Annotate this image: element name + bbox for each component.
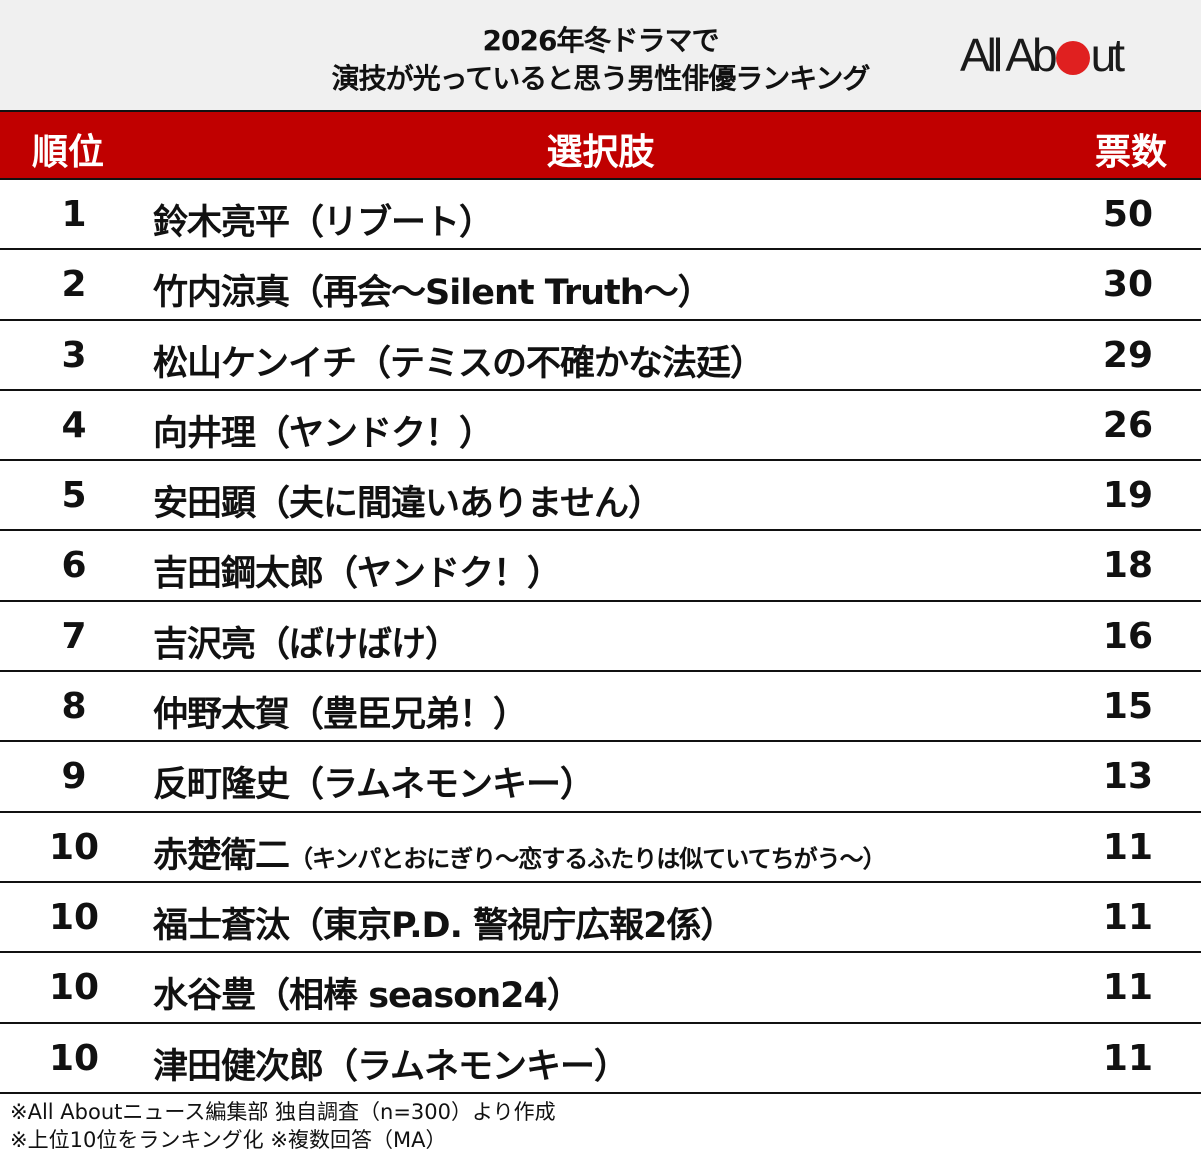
show-title: （豊臣兄弟！） [289, 695, 528, 736]
votes-cell: 18 [1102, 545, 1153, 587]
actor-name: 向井理 [153, 413, 256, 454]
choice-cell: 鈴木亮平（リブート） [153, 194, 494, 245]
title-line-2: 演技が光っていると思う男性俳優ランキング [331, 62, 871, 95]
votes-cell: 11 [1102, 826, 1153, 868]
table-body: 1 鈴木亮平（リブート） 50 2 竹内涼真（再会〜Silent Truth〜） 30 … [0, 180, 1201, 1094]
rank-cell: 10 [48, 826, 100, 868]
show-title: （ラムネモンキー） [323, 1046, 629, 1087]
table-header: 選択肢 順位 票数 [0, 110, 1201, 180]
actor-name: 松山ケンイチ [153, 343, 357, 384]
votes-cell: 11 [1102, 967, 1153, 1009]
allabout-logo: All Ab ut [960, 29, 1125, 81]
show-title: （ラムネモンキー） [289, 765, 595, 806]
column-header-rank: 順位 [32, 132, 105, 173]
rank-cell: 1 [61, 194, 87, 235]
table-row: 1 鈴木亮平（リブート） 50 [0, 180, 1201, 251]
table-row: 5 安田顕（夫に間違いありません） 19 [0, 461, 1201, 532]
rank-cell: 8 [61, 686, 87, 728]
votes-cell: 16 [1102, 615, 1153, 657]
table-row: 10 福士蒼汰（東京P.D. 警視庁広報2係） 11 [0, 883, 1201, 954]
show-title: （キンパとおにぎり〜恋するふたりは似ていてちがう〜） [289, 844, 887, 873]
footnotes: ※All Aboutニュース編集部 独自調査（n=300）より作成 ※上位10位… [10, 1098, 556, 1154]
choice-cell: 仲野太賀（豊臣兄弟！） [153, 686, 528, 737]
actor-name: 反町隆史 [153, 765, 290, 806]
votes-cell: 26 [1102, 404, 1153, 446]
votes-cell: 50 [1102, 194, 1153, 235]
votes-cell: 11 [1102, 1037, 1153, 1079]
rank-cell: 6 [61, 545, 87, 587]
choice-cell: 吉田鋼太郎（ヤンドク！） [153, 545, 562, 596]
actor-name: 福士蒼汰 [153, 905, 290, 946]
rank-cell: 7 [61, 615, 87, 657]
actor-name: 竹内涼真 [153, 273, 290, 314]
choice-cell: 水谷豊（相棒 season24） [153, 967, 582, 1018]
choice-cell: 吉沢亮（ばけばけ） [153, 616, 460, 667]
rank-cell: 4 [61, 404, 87, 446]
footnote-source: ※All Aboutニュース編集部 独自調査（n=300）より作成 [10, 1100, 556, 1124]
actor-name: 鈴木亮平 [153, 203, 290, 243]
choice-cell: 福士蒼汰（東京P.D. 警視庁広報2係） [153, 897, 735, 948]
votes-cell: 15 [1102, 686, 1153, 728]
choice-cell: 反町隆史（ラムネモンキー） [153, 756, 595, 807]
show-title: （夫に間違いありません） [255, 484, 663, 525]
votes-cell: 11 [1102, 896, 1153, 938]
actor-name: 吉田鋼太郎 [153, 554, 324, 595]
choice-cell: 向井理（ヤンドク！） [153, 405, 494, 456]
votes-cell: 29 [1102, 334, 1153, 376]
actor-name: 赤楚衛二 [153, 835, 290, 876]
choice-cell: 安田顕（夫に間違いありません） [153, 475, 663, 526]
rank-cell: 9 [61, 756, 87, 798]
column-header-votes: 票数 [1094, 132, 1167, 173]
table-row: 10 赤楚衛二（キンパとおにぎり〜恋するふたりは似ていてちがう〜） 11 [0, 813, 1201, 883]
footnote-method: ※上位10位をランキング化 ※複数回答（MA） [10, 1128, 447, 1152]
rank-cell: 3 [61, 334, 87, 376]
choice-cell: 竹内涼真（再会〜Silent Truth〜） [153, 264, 713, 315]
title-line-1: 2026年冬ドラマで [482, 24, 720, 57]
logo-red-dot-icon [1055, 41, 1090, 75]
rank-cell: 10 [48, 896, 100, 938]
votes-cell: 13 [1102, 756, 1153, 798]
rank-cell: 10 [48, 1037, 100, 1079]
actor-name: 安田顕 [153, 484, 256, 525]
table-row: 9 反町隆史（ラムネモンキー） 13 [0, 742, 1201, 813]
logo-text-left: All Ab [960, 29, 1058, 81]
rank-cell: 5 [61, 475, 87, 517]
rank-cell: 10 [48, 967, 100, 1009]
votes-cell: 30 [1102, 264, 1153, 306]
choice-cell: 赤楚衛二（キンパとおにぎり〜恋するふたりは似ていてちがう〜） [153, 827, 887, 878]
chart-title: 2026年冬ドラマで 演技が光っていると思う男性俳優ランキング [0, 22, 1201, 98]
logo-text-right: ut [1090, 29, 1125, 81]
table-row: 6 吉田鋼太郎（ヤンドク！） 18 [0, 531, 1201, 602]
table-row: 3 松山ケンイチ（テミスの不確かな法廷） 29 [0, 321, 1201, 391]
table-row: 8 仲野太賀（豊臣兄弟！） 15 [0, 672, 1201, 743]
table-row: 4 向井理（ヤンドク！） 26 [0, 391, 1201, 462]
rank-cell: 2 [61, 264, 87, 306]
title-band: 2026年冬ドラマで 演技が光っていると思う男性俳優ランキング All Ab ut [0, 0, 1201, 110]
votes-cell: 19 [1102, 475, 1153, 517]
table-row: 10 津田健次郎（ラムネモンキー） 11 [0, 1024, 1201, 1094]
show-title: （相棒 season24） [255, 976, 582, 1017]
column-header-choice: 選択肢 [546, 132, 655, 173]
actor-name: 仲野太賀 [153, 695, 290, 736]
show-title: （ヤンドク！） [323, 554, 562, 595]
choice-cell: 津田健次郎（ラムネモンキー） [153, 1038, 629, 1089]
show-title: （再会〜Silent Truth〜） [289, 273, 713, 314]
table-row: 2 竹内涼真（再会〜Silent Truth〜） 30 [0, 250, 1201, 321]
actor-name: 水谷豊 [153, 976, 256, 1017]
show-title: （テミスの不確かな法廷） [355, 343, 765, 384]
table-row: 10 水谷豊（相棒 season24） 11 [0, 953, 1201, 1024]
actor-name: 津田健次郎 [153, 1046, 324, 1087]
show-title: （リブート） [289, 203, 494, 243]
show-title: （ヤンドク！） [255, 413, 494, 454]
show-title: （東京P.D. 警視庁広報2係） [289, 905, 735, 946]
show-title: （ばけばけ） [255, 624, 460, 665]
actor-name: 吉沢亮 [153, 624, 256, 665]
table-row: 7 吉沢亮（ばけばけ） 16 [0, 602, 1201, 673]
choice-cell: 松山ケンイチ（テミスの不確かな法廷） [153, 335, 765, 386]
